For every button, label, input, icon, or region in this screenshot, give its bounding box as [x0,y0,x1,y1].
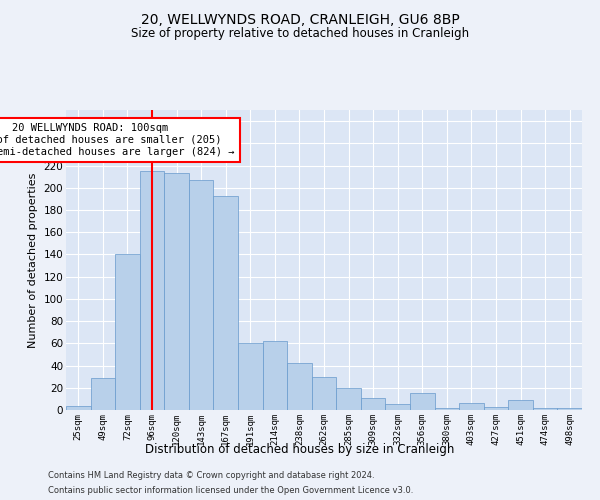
Text: Size of property relative to detached houses in Cranleigh: Size of property relative to detached ho… [131,28,469,40]
Bar [557,408,582,410]
Bar [312,376,336,410]
Text: Contains public sector information licensed under the Open Government Licence v3: Contains public sector information licen… [48,486,413,495]
Bar [115,254,140,410]
Y-axis label: Number of detached properties: Number of detached properties [28,172,38,348]
Bar [238,344,263,410]
Bar [164,174,189,410]
Bar [533,408,557,410]
Bar [214,196,238,410]
Bar [189,180,214,410]
Text: Distribution of detached houses by size in Cranleigh: Distribution of detached houses by size … [145,442,455,456]
Bar [410,394,434,410]
Bar [336,388,361,410]
Bar [91,378,115,410]
Bar [140,171,164,410]
Bar [66,406,91,410]
Bar [434,408,459,410]
Bar [287,364,312,410]
Bar [484,406,508,410]
Text: 20 WELLWYNDS ROAD: 100sqm
← 20% of detached houses are smaller (205)
79% of semi: 20 WELLWYNDS ROAD: 100sqm ← 20% of detac… [0,124,235,156]
Text: 20, WELLWYNDS ROAD, CRANLEIGH, GU6 8BP: 20, WELLWYNDS ROAD, CRANLEIGH, GU6 8BP [140,12,460,26]
Bar [361,398,385,410]
Bar [459,404,484,410]
Bar [263,341,287,410]
Text: Contains HM Land Registry data © Crown copyright and database right 2024.: Contains HM Land Registry data © Crown c… [48,471,374,480]
Bar [385,404,410,410]
Bar [508,400,533,410]
